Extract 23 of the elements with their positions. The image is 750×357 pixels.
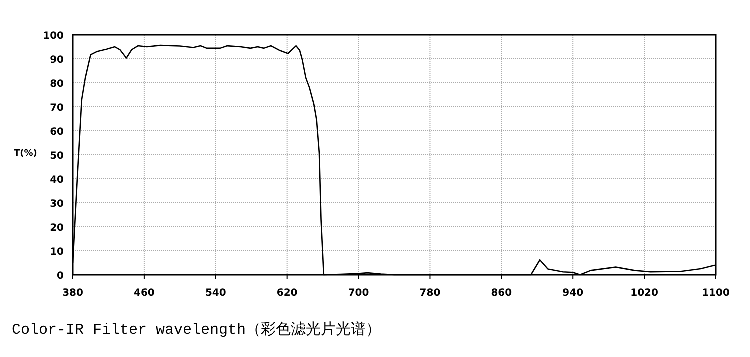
y-tick-label: 60 [50, 127, 64, 138]
y-tick-label: 30 [50, 199, 64, 210]
y-tick-label: 70 [50, 103, 64, 114]
y-tick-label: 20 [50, 223, 64, 234]
x-tick-label: 780 [420, 288, 441, 299]
y-tick-label: 0 [57, 271, 64, 282]
x-tick-label: 1020 [630, 288, 659, 299]
x-tick-label: 540 [205, 288, 226, 299]
x-tick-label: 700 [348, 288, 370, 299]
y-tick-label: 80 [50, 79, 64, 90]
x-tick-label: 1100 [702, 288, 730, 299]
x-tick-label: 940 [562, 288, 584, 299]
x-tick-label: 380 [62, 288, 84, 299]
text: Color-IR Filter wavelength（彩色滤光片光谱） [12, 321, 382, 339]
y-tick-label: 10 [50, 247, 64, 258]
x-tick-label: 460 [134, 288, 155, 299]
x-tick-label: 860 [491, 288, 512, 299]
x-tick-label: 620 [276, 288, 298, 299]
y-axis-title: T(%) [14, 149, 38, 159]
y-tick-label: 90 [50, 55, 64, 66]
y-tick-label: 50 [50, 151, 64, 162]
y-tick-label: 40 [50, 175, 64, 186]
y-tick-label: 100 [43, 31, 64, 42]
